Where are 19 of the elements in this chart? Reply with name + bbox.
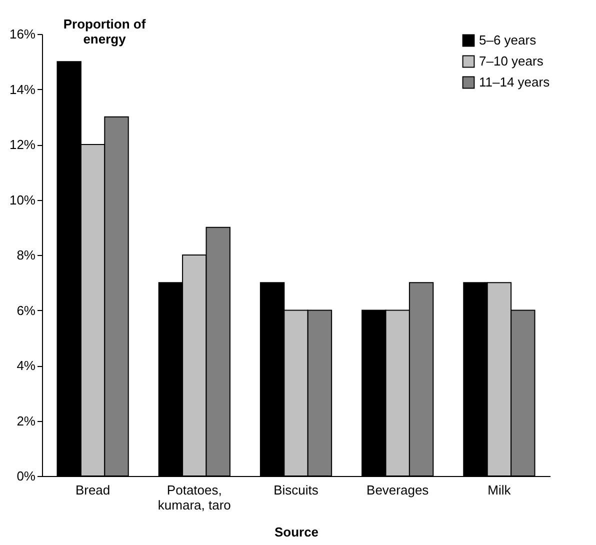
legend-label: 7–10 years [479, 54, 544, 68]
y-tick-label: 2% [16, 413, 36, 428]
x-tick-label: Bread [75, 482, 110, 498]
y-tick-label: 0% [16, 468, 36, 484]
y-tick-label: 12% [9, 137, 36, 152]
y-tick-label: 16% [9, 26, 36, 42]
y-tick-label: 6% [16, 302, 36, 318]
legend-label: 5–6 years [479, 32, 537, 48]
legend-label: 11–14 years [479, 74, 550, 90]
x-tick-label: Biscuits [274, 482, 319, 498]
y-tick-label: 10% [9, 192, 36, 208]
x-tick-label: Potatoes, kumara, taro [158, 482, 231, 512]
y-axis-title: Proportion of energy [63, 16, 146, 46]
x-tick-label: Milk [488, 482, 512, 498]
x-tick-label: Beverages [366, 482, 430, 498]
y-tick-label: 14% [9, 82, 36, 97]
x-axis-title: Source [274, 524, 319, 540]
y-tick-label: 4% [16, 358, 36, 373]
y-tick-label: 8% [16, 248, 36, 262]
